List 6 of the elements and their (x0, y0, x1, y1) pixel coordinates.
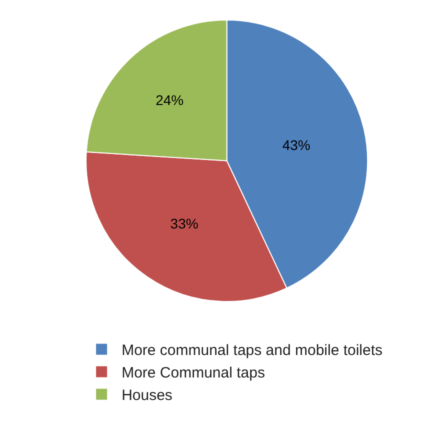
legend-label: More Communal taps (122, 364, 265, 382)
data-label: 33% (170, 215, 198, 232)
data-label: 24% (156, 92, 184, 108)
data-label: 43% (282, 137, 310, 154)
legend-label: More communal taps and mobile toilets (122, 342, 383, 360)
legend-label: Houses (122, 387, 172, 404)
